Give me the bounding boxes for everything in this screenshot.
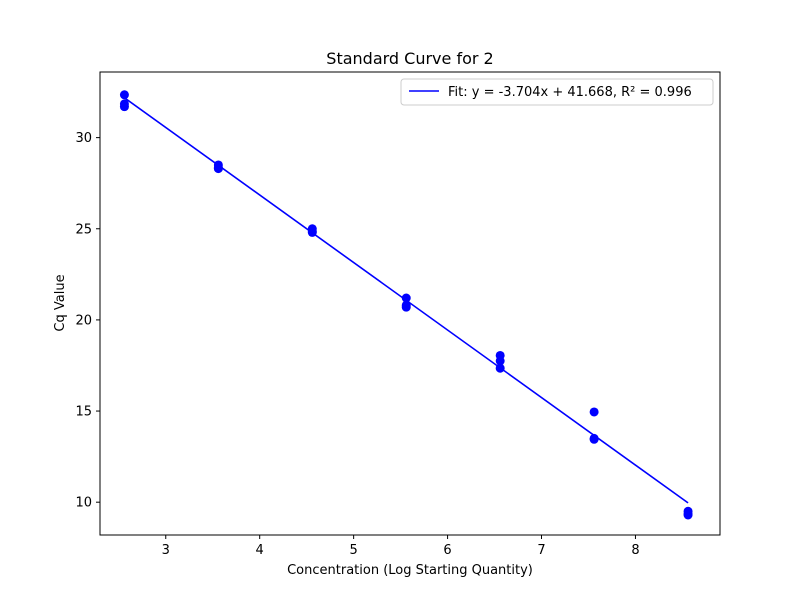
legend-fit-label: Fit: y = -3.704x + 41.668, R² = 0.996	[448, 85, 692, 100]
data-point	[119, 102, 129, 112]
data-point	[401, 293, 411, 303]
x-tick-label: 8	[631, 543, 639, 558]
x-axis-label: Concentration (Log Starting Quantity)	[287, 563, 533, 578]
x-tick-label: 6	[443, 543, 451, 558]
y-axis-ticks: 10 15 20 25 30	[75, 131, 100, 511]
plot-frame	[99, 71, 721, 536]
data-point	[119, 90, 129, 100]
y-tick-label: 10	[75, 496, 92, 511]
x-tick-label: 3	[162, 543, 170, 558]
data-point	[213, 164, 223, 174]
x-tick-label: 4	[256, 543, 264, 558]
legend: Fit: y = -3.704x + 41.668, R² = 0.996	[400, 78, 714, 106]
data-point	[589, 407, 599, 417]
data-point	[401, 302, 411, 312]
data-point	[589, 434, 599, 444]
x-tick-label: 5	[349, 543, 357, 558]
y-axis-label: Cq Value	[53, 274, 68, 331]
data-point	[495, 363, 505, 373]
x-axis-ticks: 3 4 5 6 7 8	[162, 535, 640, 558]
y-tick-label: 25	[75, 222, 92, 237]
data-point	[683, 510, 693, 520]
data-points-layer	[119, 90, 693, 520]
data-point	[495, 356, 505, 366]
chart-title: Standard Curve for 2	[326, 49, 493, 68]
y-tick-label: 20	[75, 313, 92, 328]
data-point	[307, 227, 317, 237]
y-tick-label: 30	[75, 131, 92, 146]
y-tick-label: 15	[75, 405, 92, 420]
legend-box	[400, 78, 714, 106]
x-tick-label: 7	[537, 543, 545, 558]
